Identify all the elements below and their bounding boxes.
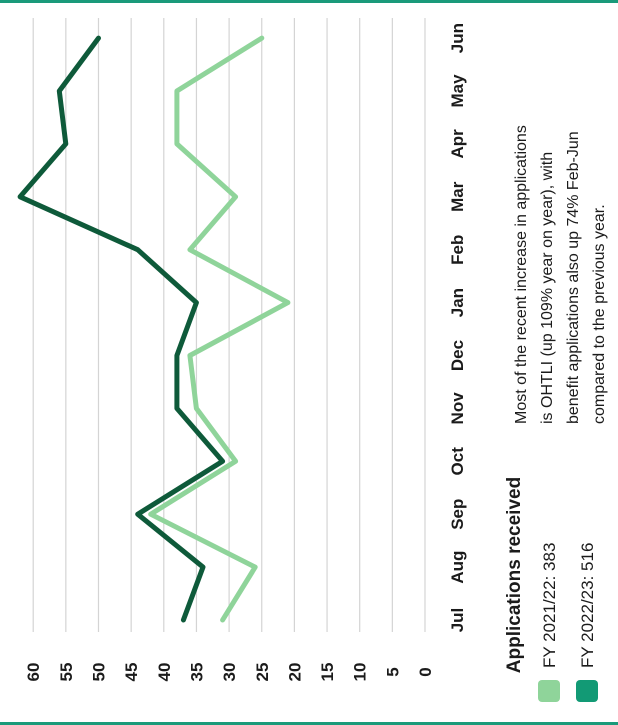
month-tick-label: Oct bbox=[448, 447, 467, 476]
month-tick-label: Mar bbox=[448, 181, 467, 212]
value-tick-label: 50 bbox=[90, 663, 109, 682]
value-tick-label: 0 bbox=[416, 667, 435, 676]
annotation-line: is OHTLI (up 109% year on year), with bbox=[539, 152, 556, 424]
value-tick-label: 60 bbox=[24, 663, 43, 682]
month-tick-label: Jun bbox=[448, 23, 467, 53]
value-tick-label: 5 bbox=[383, 667, 402, 676]
month-tick-label: Apr bbox=[448, 129, 467, 159]
value-tick-label: 25 bbox=[253, 663, 272, 682]
annotation-line: compared to the previous year. bbox=[591, 204, 608, 424]
value-tick-label: 35 bbox=[187, 663, 206, 682]
series-line-0 bbox=[148, 35, 291, 623]
month-tick-label: Jul bbox=[448, 608, 467, 633]
series-line-1 bbox=[17, 35, 226, 623]
bottom-rule bbox=[0, 722, 618, 725]
value-tick-label: 10 bbox=[351, 663, 370, 682]
value-tick-label: 15 bbox=[318, 663, 337, 682]
legend-label: FY 2021/22: 383 bbox=[540, 543, 559, 668]
annotation-line: Most of the recent increase in applicati… bbox=[513, 125, 530, 424]
month-tick-label: Aug bbox=[448, 551, 467, 584]
top-rule bbox=[0, 0, 618, 3]
legend-label: FY 2022/23: 516 bbox=[578, 543, 597, 668]
value-tick-label: 55 bbox=[57, 663, 76, 682]
month-tick-label: Sep bbox=[448, 499, 467, 530]
month-tick-label: Jan bbox=[448, 288, 467, 317]
legend-swatch bbox=[538, 680, 560, 702]
month-tick-label: May bbox=[448, 74, 467, 108]
value-tick-label: 40 bbox=[155, 663, 174, 682]
value-tick-label: 20 bbox=[285, 663, 304, 682]
legend-swatch bbox=[576, 680, 598, 702]
month-tick-label: Dec bbox=[448, 340, 467, 371]
legend-title: Applications received bbox=[504, 477, 525, 673]
annotation-line: benefit applications also up 74% Feb-Jun bbox=[565, 131, 582, 424]
value-tick-label: 45 bbox=[122, 663, 141, 682]
month-tick-label: Feb bbox=[448, 235, 467, 265]
month-tick-label: Nov bbox=[448, 392, 467, 425]
value-tick-label: 30 bbox=[220, 663, 239, 682]
